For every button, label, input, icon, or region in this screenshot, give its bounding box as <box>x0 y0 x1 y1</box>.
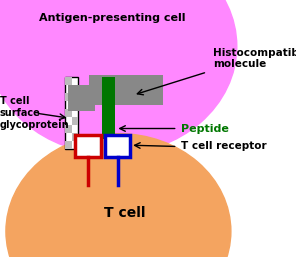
Text: T cell
surface
glycoprotein: T cell surface glycoprotein <box>0 96 70 130</box>
Bar <box>65 77 72 85</box>
Text: Histocompatibility
molecule: Histocompatibility molecule <box>213 48 296 69</box>
Bar <box>105 135 130 157</box>
Bar <box>72 117 78 125</box>
Bar <box>75 135 101 157</box>
Bar <box>89 75 163 105</box>
Circle shape <box>0 0 237 154</box>
Bar <box>72 85 78 93</box>
Bar <box>65 125 72 133</box>
Bar <box>72 101 78 109</box>
Text: T cell: T cell <box>104 206 145 220</box>
Text: Peptide: Peptide <box>181 124 229 133</box>
Text: Antigen-presenting cell: Antigen-presenting cell <box>39 13 186 23</box>
Bar <box>102 77 115 139</box>
Text: T cell receptor: T cell receptor <box>181 142 266 151</box>
Bar <box>65 93 72 101</box>
Circle shape <box>6 134 231 257</box>
Bar <box>65 109 72 117</box>
Bar <box>65 141 72 149</box>
Bar <box>72 133 78 141</box>
Bar <box>65 77 78 149</box>
Bar <box>68 85 95 111</box>
